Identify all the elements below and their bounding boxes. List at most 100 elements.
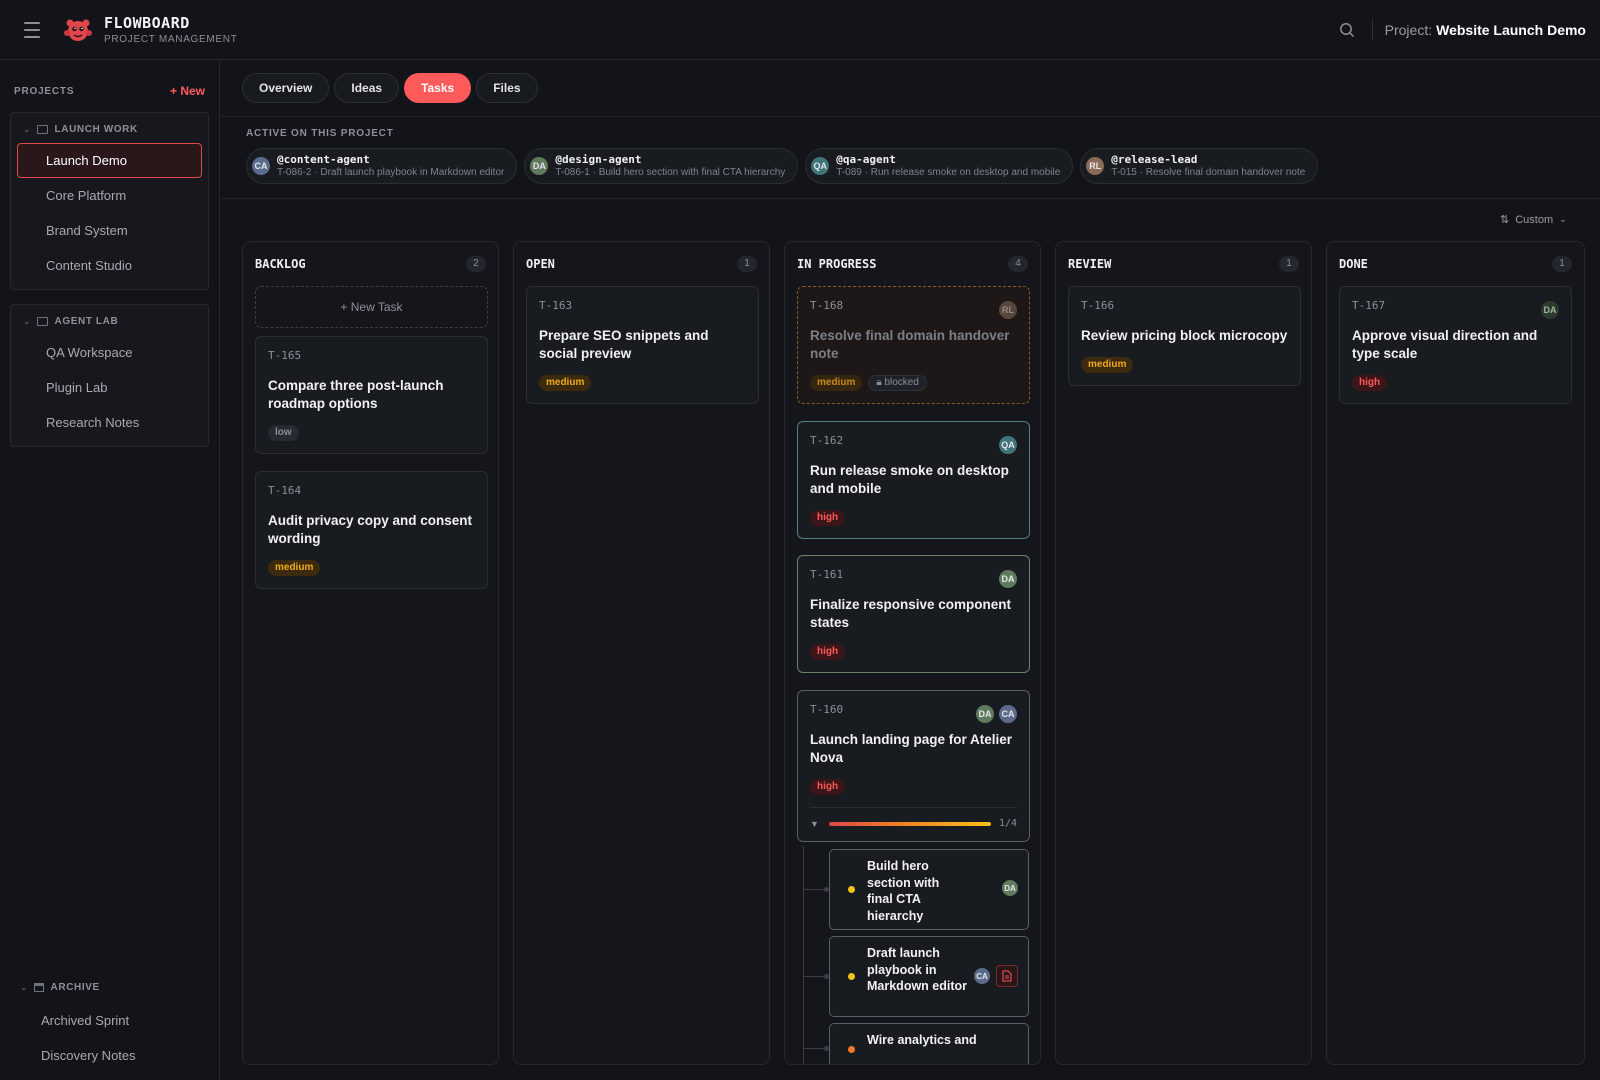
avatar: QA xyxy=(811,157,830,175)
tab-ideas[interactable]: Ideas xyxy=(334,73,400,103)
sidebar-item-qa-workspace[interactable]: QA Workspace xyxy=(46,345,133,360)
agent-task: T-086-2 · Draft launch playbook in Markd… xyxy=(277,166,505,178)
task-id: T-165 xyxy=(268,349,302,362)
priority-badge: high xyxy=(810,510,846,526)
column-open: OPEN 1 T-163 Prepare SEO snippets and soc… xyxy=(513,241,770,1065)
task-card[interactable]: T-167 DA Approve visual direction and ty… xyxy=(1339,286,1572,404)
sidebar-item-discovery-notes[interactable]: Discovery Notes xyxy=(41,1048,136,1063)
chevron-down-icon: ⌄ xyxy=(20,981,28,992)
column-review: REVIEW 1 T-166 Review pricing block micro… xyxy=(1055,241,1312,1065)
sidebar-item-launch-demo[interactable]: Launch Demo xyxy=(17,143,202,178)
task-title: Review pricing block microcopy xyxy=(1081,328,1288,343)
sidebar-item-core-platform[interactable]: Core Platform xyxy=(46,188,127,203)
project-name[interactable]: Website Launch Demo xyxy=(1436,21,1586,38)
avatar: DA xyxy=(976,705,994,723)
new-project-button[interactable]: + New xyxy=(169,84,205,98)
subtask-title: Wire analytics and xyxy=(867,1033,977,1047)
priority-badge: medium xyxy=(268,560,321,576)
sidebar-item-plugin-lab[interactable]: Plugin Lab xyxy=(46,380,108,395)
subtask-card[interactable]: Wire analytics and xyxy=(829,1023,1029,1064)
task-id: T-162 xyxy=(810,434,844,447)
avatar: DA xyxy=(530,157,549,175)
new-task-button[interactable]: + New Task xyxy=(255,286,488,328)
divider xyxy=(221,198,1600,199)
task-title: Run release smoke on desktop and mobile xyxy=(810,463,1009,496)
sidebar-item-archived-sprint[interactable]: Archived Sprint xyxy=(41,1013,130,1028)
task-title: Prepare SEO snippets and social preview xyxy=(539,328,709,361)
avatar: DA xyxy=(1002,880,1018,896)
avatar: CA xyxy=(252,157,270,175)
column-count: 1 xyxy=(1279,256,1299,272)
avatar: DA xyxy=(999,570,1017,588)
priority-badge: medium xyxy=(539,375,592,391)
search-button[interactable] xyxy=(1332,15,1362,45)
archive-group: ⌄ ARCHIVE Archived Sprint Discovery Note… xyxy=(10,977,210,1073)
sidebar-item-brand-system[interactable]: Brand System xyxy=(46,223,128,238)
task-card[interactable]: T-162 QA Run release smoke on desktop an… xyxy=(797,421,1030,539)
task-title: Compare three post-launch roadmap option… xyxy=(268,378,444,411)
subtask-title: Build hero section with final CTA hierar… xyxy=(867,859,940,923)
chevron-down-icon: ⌄ xyxy=(1559,214,1567,224)
task-id: T-168 xyxy=(810,299,844,312)
project-group-launch-work: ⌄ LAUNCH WORK Launch Demo Core Platform … xyxy=(10,112,209,290)
subtask-card[interactable]: Draft launch playbook in Markdown editor… xyxy=(829,936,1029,1017)
avatar: CA xyxy=(999,705,1017,723)
brand-subtitle: PROJECT MANAGEMENT xyxy=(104,34,238,45)
search-icon xyxy=(1339,22,1354,37)
column-title: REVIEW xyxy=(1068,257,1112,271)
subtask-card[interactable]: Build hero section with final CTA hierar… xyxy=(829,849,1029,930)
lock-icon: 🔒︎ xyxy=(876,377,885,388)
projects-header: PROJECTS + New xyxy=(0,60,219,104)
task-title: Launch landing page for Atelier Nova xyxy=(810,732,1013,765)
task-card[interactable]: T-168 RL Resolve final domain handover n… xyxy=(797,286,1030,404)
sidebar: PROJECTS + New ⌄ LAUNCH WORK Launch Demo… xyxy=(0,60,220,1080)
priority-badge: high xyxy=(810,779,846,795)
task-id: T-160 xyxy=(810,703,844,716)
sidebar-item-research-notes[interactable]: Research Notes xyxy=(46,415,140,430)
agent-chip-design-agent[interactable]: DA @design-agent T-086-1 · Build hero sec… xyxy=(524,148,799,184)
task-title: Resolve final domain handover note xyxy=(810,328,1010,361)
subtask-connector xyxy=(803,1046,829,1051)
folder-icon xyxy=(36,124,48,134)
menu-icon[interactable] xyxy=(22,21,42,38)
group-header-agent-lab[interactable]: ⌄ AGENT LAB xyxy=(17,311,202,331)
agent-chip-qa-agent[interactable]: QA @qa-agent T-089 · Run release smoke on… xyxy=(805,148,1074,184)
project-tabs: Overview Ideas Tasks Files xyxy=(242,73,543,103)
blocked-badge: 🔒︎ blocked xyxy=(868,375,927,391)
tab-files[interactable]: Files xyxy=(476,73,538,103)
document-icon[interactable] xyxy=(996,965,1018,987)
avatar: CA xyxy=(974,968,990,984)
avatar: RL xyxy=(999,301,1017,319)
task-card[interactable]: T-164 Audit privacy copy and consent wor… xyxy=(255,471,488,589)
group-header-archive[interactable]: ⌄ ARCHIVE xyxy=(10,977,210,997)
brand: FLOWBOARD PROJECT MANAGEMENT xyxy=(104,14,238,45)
sort-dropdown[interactable]: ⇅ Custom ⌄ xyxy=(1500,213,1567,227)
tab-tasks[interactable]: Tasks xyxy=(404,73,472,103)
agent-chip-release-lead[interactable]: RL @release-lead T-015 · Resolve final do… xyxy=(1080,148,1319,184)
column-count: 2 xyxy=(466,256,486,272)
task-card[interactable]: T-166 Review pricing block microcopy med… xyxy=(1068,286,1301,386)
priority-badge: medium xyxy=(1081,357,1134,373)
header-divider xyxy=(1371,18,1373,41)
column-title: BACKLOG xyxy=(255,257,306,271)
task-title: Audit privacy copy and consent wording xyxy=(268,513,473,546)
subtask-connector xyxy=(803,887,829,892)
task-card[interactable]: T-165 Compare three post-launch roadmap … xyxy=(255,336,488,454)
project-label: Project: xyxy=(1384,21,1433,38)
tab-overview[interactable]: Overview xyxy=(242,73,330,103)
task-title: Finalize responsive component states xyxy=(810,597,1012,630)
priority-badge: medium xyxy=(810,375,863,391)
task-card[interactable]: T-163 Prepare SEO snippets and social pr… xyxy=(526,286,759,404)
sidebar-item-content-studio[interactable]: Content Studio xyxy=(46,258,133,273)
collapse-toggle-icon[interactable]: ▼ xyxy=(810,818,819,829)
task-card[interactable]: T-160 DA CA Launch landing page for Atel… xyxy=(797,690,1030,842)
agent-task: T-089 · Run release smoke on desktop and… xyxy=(836,166,1061,178)
group-header-launch-work[interactable]: ⌄ LAUNCH WORK xyxy=(17,119,202,139)
agent-chip-content-agent[interactable]: CA @content-agent T-086-2 · Draft launch … xyxy=(246,148,518,184)
chevron-down-icon: ⌄ xyxy=(23,315,31,326)
agent-handle: @content-agent xyxy=(277,152,370,166)
task-card[interactable]: T-161 DA Finalize responsive component s… xyxy=(797,555,1030,673)
column-in-progress: IN PROGRESS 4 T-168 RL Resolve final doma… xyxy=(784,241,1041,1065)
column-title: IN PROGRESS xyxy=(797,257,877,271)
task-id: T-166 xyxy=(1081,299,1115,312)
